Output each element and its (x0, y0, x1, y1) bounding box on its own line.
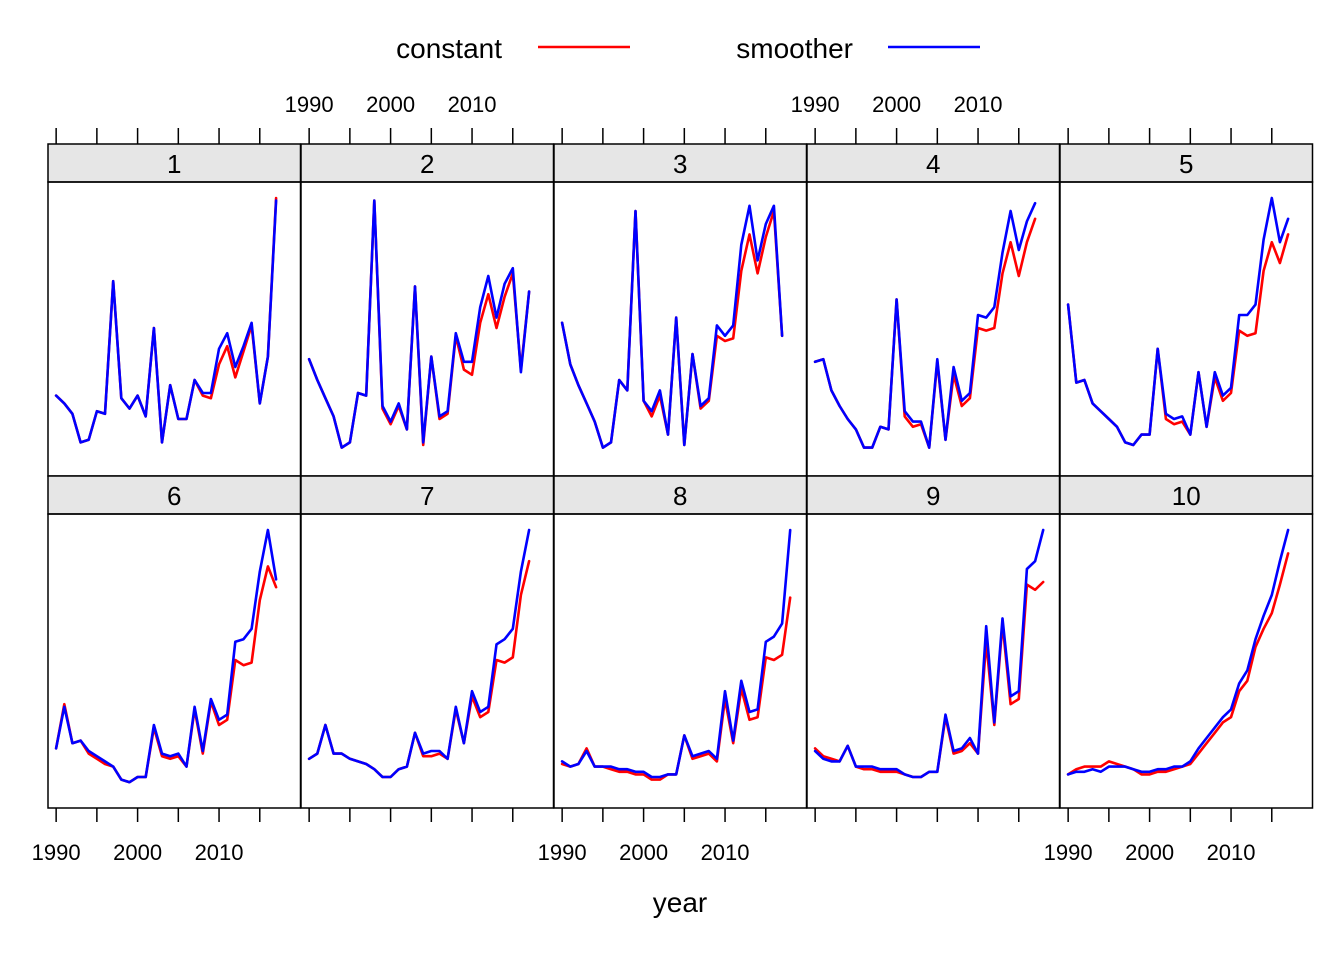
panel-strip-label-9: 9 (926, 481, 940, 511)
panel-frame-4 (806, 181, 1061, 477)
series-smoother-panel-2 (307, 199, 531, 449)
series-smoother-panel-6 (54, 528, 278, 784)
panel-frame-1 (47, 181, 302, 477)
series-smoother-panel-4 (813, 201, 1037, 449)
panel-strip-2 (300, 143, 555, 183)
panel-1: 1 (47, 143, 302, 477)
series-smoother-panel-7 (307, 528, 531, 779)
x-tick-label-top-2010: 2010 (954, 92, 1003, 117)
series-constant-panel-8 (560, 596, 792, 781)
panel-7: 7 (300, 475, 555, 809)
panel-strip-label-6: 6 (167, 481, 181, 511)
x-tick-label-bottom-1990: 1990 (538, 840, 587, 865)
panel-8: 8 (553, 475, 808, 809)
panel-strip-7 (300, 475, 555, 515)
x-axes: 1990 2000 2010 1990 2000 2010 1990 2000 2010 1990… (32, 92, 1273, 865)
x-tick-label-top-2000: 2000 (872, 92, 921, 117)
legend-label-smoother: smoother (736, 33, 853, 64)
series-constant-panel-3 (560, 209, 784, 449)
series-smoother-panel-1 (54, 199, 278, 444)
x-tick-label-bottom-2010: 2010 (1207, 840, 1256, 865)
legend: constant smoother (396, 33, 980, 64)
panel-strip-label-3: 3 (673, 149, 687, 179)
series-smoother-panel-10 (1066, 528, 1290, 776)
x-tick-label-bottom-2010: 2010 (195, 840, 244, 865)
panel-grid: 1 2 3 4 5 6 7 8 9 10 (47, 143, 1314, 809)
panel-strip-label-2: 2 (420, 149, 434, 179)
series-constant-panel-5 (1066, 233, 1290, 447)
legend-label-constant: constant (396, 33, 502, 64)
series-smoother-panel-3 (560, 204, 784, 449)
series-smoother-panel-8 (560, 528, 792, 779)
panel-9: 9 (806, 475, 1061, 809)
x-tick-label-bottom-1990: 1990 (1044, 840, 1093, 865)
panel-strip-label-7: 7 (420, 481, 434, 511)
panel-5: 5 (1059, 143, 1314, 477)
x-tick-label-top-1990: 1990 (285, 92, 334, 117)
x-tick-label-bottom-2000: 2000 (619, 840, 668, 865)
panel-strip-1 (47, 143, 302, 183)
panel-strip-label-10: 10 (1172, 481, 1201, 511)
panel-strip-label-4: 4 (926, 149, 940, 179)
series-constant-panel-10 (1066, 552, 1290, 776)
panel-strip-6 (47, 475, 302, 515)
panel-2: 2 (300, 143, 555, 477)
panel-strip-10 (1059, 475, 1314, 515)
x-tick-label-bottom-1990: 1990 (32, 840, 81, 865)
panel-strip-label-5: 5 (1179, 149, 1193, 179)
x-tick-label-top-1990: 1990 (791, 92, 840, 117)
x-tick-label-top-2010: 2010 (448, 92, 497, 117)
x-axis-title: year (653, 887, 707, 918)
series-constant-panel-6 (54, 565, 278, 784)
series-smoother-panel-9 (813, 528, 1045, 779)
panel-6: 6 (47, 475, 302, 809)
x-tick-label-bottom-2010: 2010 (701, 840, 750, 865)
panel-frame-5 (1059, 181, 1314, 477)
series-constant-panel-2 (307, 199, 531, 449)
panel-10: 10 (1059, 475, 1314, 809)
x-tick-label-top-2000: 2000 (366, 92, 415, 117)
panel-3: 3 (553, 143, 808, 477)
series-smoother-panel-5 (1066, 196, 1290, 447)
panel-strip-label-1: 1 (167, 149, 181, 179)
panel-4: 4 (806, 143, 1061, 477)
x-tick-label-bottom-2000: 2000 (113, 840, 162, 865)
panel-frame-7 (300, 513, 555, 809)
panel-strip-label-8: 8 (673, 481, 687, 511)
x-tick-label-bottom-2000: 2000 (1125, 840, 1174, 865)
panel-frame-10 (1059, 513, 1314, 809)
